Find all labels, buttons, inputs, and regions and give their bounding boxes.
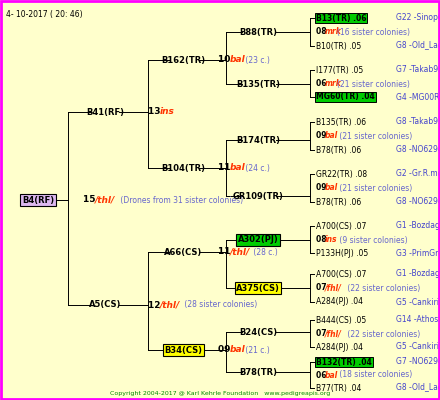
Text: P133H(PJ) .05: P133H(PJ) .05: [316, 248, 368, 258]
Text: G2 -Gr.R.mounta: G2 -Gr.R.mounta: [396, 170, 440, 178]
Text: bal: bal: [230, 346, 246, 354]
Text: /thl/: /thl/: [230, 248, 250, 256]
Text: MG60(TR) .04: MG60(TR) .04: [316, 92, 375, 102]
Text: G7 -Takab93aR: G7 -Takab93aR: [396, 66, 440, 74]
Text: A284(PJ) .04: A284(PJ) .04: [316, 342, 363, 352]
Text: /fhl/: /fhl/: [325, 330, 342, 338]
Text: A375(CS): A375(CS): [236, 284, 280, 292]
Text: B78(TR): B78(TR): [239, 368, 277, 376]
Text: B162(TR): B162(TR): [161, 56, 205, 64]
Text: G22 -Sinop62R: G22 -Sinop62R: [396, 14, 440, 22]
Text: bal: bal: [230, 164, 246, 172]
Text: 13: 13: [148, 108, 164, 116]
Text: bal: bal: [230, 56, 246, 64]
Text: (28 sister colonies): (28 sister colonies): [183, 300, 258, 310]
Text: B174(TR): B174(TR): [236, 136, 280, 144]
Text: B13(TR) .06: B13(TR) .06: [316, 14, 367, 22]
Text: /thl/: /thl/: [95, 196, 115, 204]
Text: (21 sister colonies): (21 sister colonies): [337, 80, 410, 88]
Text: 15: 15: [83, 196, 99, 204]
Text: (21 sister colonies): (21 sister colonies): [337, 132, 412, 140]
Text: A66(CS): A66(CS): [164, 248, 202, 256]
Text: (22 sister colonies): (22 sister colonies): [345, 330, 420, 338]
Text: B4(RF): B4(RF): [22, 196, 54, 204]
Text: B41(RF): B41(RF): [86, 108, 124, 116]
Text: B34(CS): B34(CS): [164, 346, 202, 354]
Text: G8 -NO6294R: G8 -NO6294R: [396, 198, 440, 206]
Text: GR109(TR): GR109(TR): [233, 192, 283, 200]
Text: mrk: mrk: [325, 28, 342, 36]
Text: A5(CS): A5(CS): [89, 300, 121, 310]
Text: 11: 11: [218, 164, 234, 172]
Text: A700(CS) .07: A700(CS) .07: [316, 270, 367, 278]
Text: bal: bal: [325, 370, 338, 380]
Text: bal: bal: [325, 132, 338, 140]
Text: G8 -NO6294R: G8 -NO6294R: [396, 146, 440, 154]
Text: G3 -PrimGreen00: G3 -PrimGreen00: [396, 248, 440, 258]
Text: B104(TR): B104(TR): [161, 164, 205, 172]
Text: (16 sister colonies): (16 sister colonies): [337, 28, 410, 36]
Text: bal: bal: [325, 184, 338, 192]
Text: GR22(TR) .08: GR22(TR) .08: [316, 170, 367, 178]
Text: G1 -Bozdag07R: G1 -Bozdag07R: [396, 222, 440, 230]
Text: A284(PJ) .04: A284(PJ) .04: [316, 298, 363, 306]
Text: B88(TR): B88(TR): [239, 28, 277, 36]
Text: 10: 10: [218, 56, 234, 64]
Text: 09: 09: [218, 346, 234, 354]
Text: 06: 06: [316, 80, 329, 88]
Text: 4- 10-2017 ( 20: 46): 4- 10-2017 ( 20: 46): [6, 10, 83, 19]
Text: B78(TR) .06: B78(TR) .06: [316, 146, 361, 154]
Text: G8 -Old_Lady: G8 -Old_Lady: [396, 384, 440, 392]
Text: B10(TR) .05: B10(TR) .05: [316, 42, 361, 50]
Text: 11: 11: [218, 248, 234, 256]
Text: B135(TR): B135(TR): [236, 80, 280, 88]
Text: A700(CS) .07: A700(CS) .07: [316, 222, 367, 230]
Text: /fhl/: /fhl/: [325, 284, 342, 292]
Text: /thl/: /thl/: [160, 300, 180, 310]
Text: B78(TR) .06: B78(TR) .06: [316, 198, 361, 206]
Text: 07: 07: [316, 330, 329, 338]
Text: B444(CS) .05: B444(CS) .05: [316, 316, 366, 324]
Text: 08: 08: [316, 28, 329, 36]
Text: I177(TR) .05: I177(TR) .05: [316, 66, 363, 74]
Text: mrk: mrk: [325, 80, 342, 88]
Text: ins: ins: [160, 108, 175, 116]
Text: G8 -Old_Lady: G8 -Old_Lady: [396, 42, 440, 50]
Text: 09: 09: [316, 184, 329, 192]
Text: G7 -NO6294R: G7 -NO6294R: [396, 358, 440, 366]
Text: B132(TR) .04: B132(TR) .04: [316, 358, 372, 366]
Text: B135(TR) .06: B135(TR) .06: [316, 118, 366, 126]
Text: (21 c.): (21 c.): [242, 346, 269, 354]
Text: ins: ins: [325, 236, 337, 244]
Text: G5 -Cankiri97Q: G5 -Cankiri97Q: [396, 342, 440, 352]
Text: G4 -MG00R: G4 -MG00R: [396, 92, 440, 102]
Text: (Drones from 31 sister colonies): (Drones from 31 sister colonies): [117, 196, 242, 204]
Text: (23 c.): (23 c.): [242, 56, 269, 64]
Text: G1 -Bozdag07R: G1 -Bozdag07R: [396, 270, 440, 278]
Text: (21 sister colonies): (21 sister colonies): [337, 184, 412, 192]
Text: 08: 08: [316, 236, 329, 244]
Text: A302(PJ): A302(PJ): [238, 236, 279, 244]
Text: (28 c.): (28 c.): [251, 248, 278, 256]
Text: (24 c.): (24 c.): [242, 164, 269, 172]
Text: (18 sister colonies): (18 sister colonies): [337, 370, 412, 380]
Text: B24(CS): B24(CS): [239, 328, 277, 336]
Text: G14 -AthosSt80R: G14 -AthosSt80R: [396, 316, 440, 324]
Text: Copyright 2004-2017 @ Karl Kehrle Foundation   www.pedigreapis.org: Copyright 2004-2017 @ Karl Kehrle Founda…: [110, 391, 330, 396]
Text: G5 -Cankiri97Q: G5 -Cankiri97Q: [396, 298, 440, 306]
Text: 07: 07: [316, 284, 329, 292]
Text: 09: 09: [316, 132, 329, 140]
Text: 06: 06: [316, 370, 329, 380]
Text: (22 sister colonies): (22 sister colonies): [345, 284, 420, 292]
Text: 12: 12: [148, 300, 164, 310]
Text: G8 -Takab93aR: G8 -Takab93aR: [396, 118, 440, 126]
Text: B77(TR) .04: B77(TR) .04: [316, 384, 361, 392]
Text: (9 sister colonies): (9 sister colonies): [337, 236, 407, 244]
